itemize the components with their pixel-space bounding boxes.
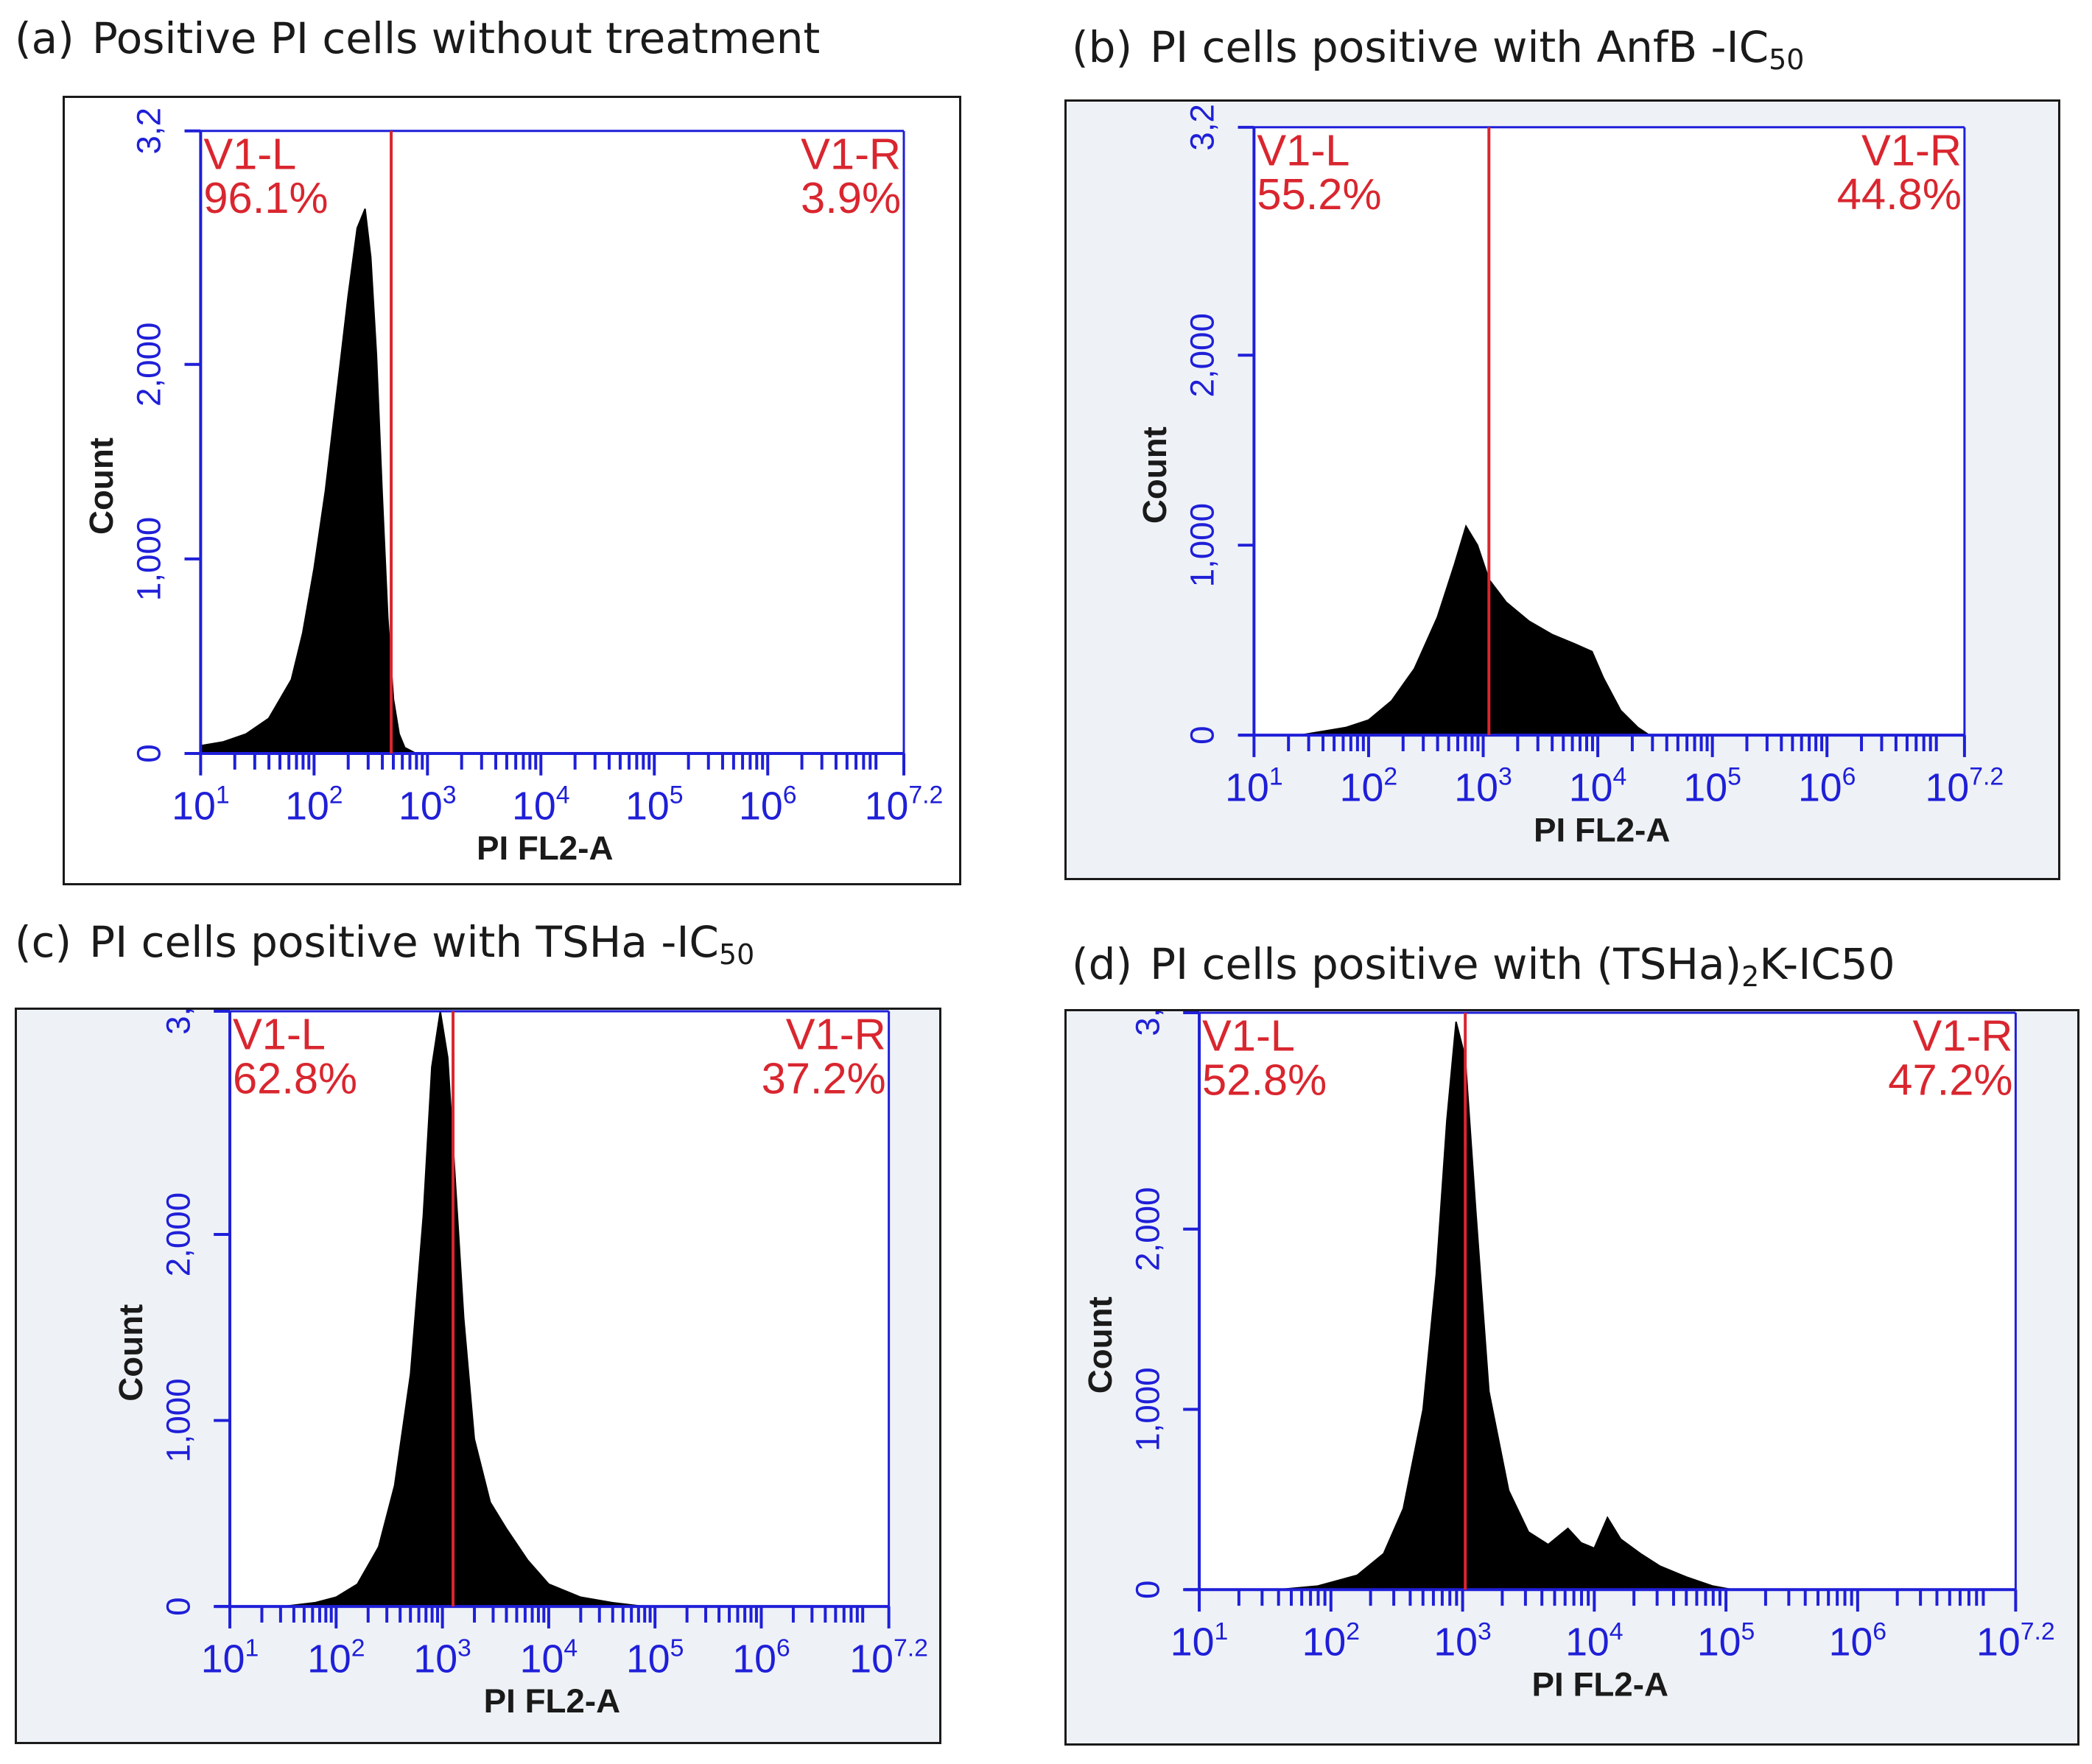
panel-letter: (b) bbox=[1072, 22, 1133, 72]
gate-right-percent: 47.2% bbox=[1888, 1055, 2012, 1104]
x-tick-label: 101 bbox=[172, 781, 230, 829]
gate-right-percent: 44.8% bbox=[1837, 169, 1962, 219]
gate-left-label: V1-L bbox=[1202, 1011, 1295, 1061]
y-tick-label: 3,2 bbox=[1184, 104, 1221, 151]
x-tick-label: 102 bbox=[1340, 763, 1398, 810]
histogram-area bbox=[1278, 1021, 1733, 1591]
panel-b-frame: 101 102 103 104 105 106 107.2 0 1,000 2,000 3,2 Cou… bbox=[1064, 99, 2060, 880]
panel-c-frame: 101 102 103 104 105 106 107.2 0 1,000 2,000 3,2 Cou… bbox=[15, 1008, 941, 1744]
plot-area bbox=[1254, 127, 1965, 736]
x-tick-label: 106 bbox=[732, 1634, 790, 1682]
x-tick-label: 104 bbox=[520, 1634, 578, 1682]
x-axis-label: PI FL2-A bbox=[477, 829, 613, 867]
panel-letter: (c) bbox=[15, 917, 72, 967]
x-tick-label: 104 bbox=[1569, 763, 1627, 810]
histogram-chart-a: 101 102 103 104 105 106 107.2 0 1,000 2,000 3,2 Cou… bbox=[83, 108, 944, 867]
x-tick-label: 104 bbox=[1565, 1617, 1623, 1665]
panel-title-subscript: 50 bbox=[718, 938, 755, 971]
histogram-chart-d: 101 102 103 104 105 106 107.2 0 1,000 2,000 3,2 Cou… bbox=[1081, 1011, 2055, 1703]
x-tick-label: 103 bbox=[399, 781, 457, 829]
y-tick-label: 2,000 bbox=[159, 1192, 197, 1276]
y-tick-label: 0 bbox=[159, 1597, 197, 1615]
y-tick-label: 2,000 bbox=[1129, 1187, 1166, 1271]
gate-right-label: V1-R bbox=[801, 129, 901, 178]
panel-letter: (a) bbox=[15, 13, 74, 63]
gate-left-percent: 52.8% bbox=[1202, 1055, 1327, 1104]
y-tick-label: 0 bbox=[1129, 1581, 1166, 1599]
panel-d-frame: 101 102 103 104 105 106 107.2 0 1,000 2,000 3,2 Cou… bbox=[1064, 1009, 2079, 1746]
x-axis-label: PI FL2-A bbox=[1534, 811, 1670, 848]
gate-right-label: V1-R bbox=[786, 1010, 886, 1059]
panel-title-text: Positive PI cells without treatment bbox=[91, 13, 821, 63]
gate-left-percent: 96.1% bbox=[203, 173, 328, 222]
panel-d-title: (d) PI cells positive with (TSHa)2K-IC50 bbox=[1072, 939, 1895, 993]
gate-left-label: V1-L bbox=[1257, 126, 1349, 175]
panel-title-tail: K-IC50 bbox=[1759, 939, 1895, 989]
y-tick-label: 1,000 bbox=[130, 517, 168, 601]
x-axis-label: PI FL2-A bbox=[1532, 1665, 1668, 1703]
panel-a-frame: 101 102 103 104 105 106 107.2 0 1,000 2,000 3,2 Cou… bbox=[63, 96, 961, 885]
x-tick-label: 101 bbox=[1225, 763, 1283, 810]
panel-title-text: PI cells positive with (TSHa) bbox=[1150, 939, 1742, 989]
x-tick-label: 107.2 bbox=[1976, 1617, 2055, 1665]
histogram-chart-c: 101 102 103 104 105 106 107.2 0 1,000 2,000 3,2 Cou… bbox=[112, 1010, 928, 1720]
x-tick-label: 103 bbox=[413, 1634, 471, 1682]
plot-area bbox=[230, 1011, 889, 1607]
y-tick-label: 0 bbox=[1184, 725, 1221, 744]
x-tick-label: 107.2 bbox=[1926, 763, 2004, 810]
x-axis-label: PI FL2-A bbox=[484, 1682, 620, 1720]
y-axis-label: Count bbox=[83, 438, 120, 535]
x-tick-label: 106 bbox=[1829, 1617, 1886, 1665]
y-axis-label: Count bbox=[1136, 426, 1173, 524]
x-tick-label: 101 bbox=[1170, 1617, 1228, 1665]
plot-area bbox=[1199, 1012, 2016, 1590]
gate-right-label: V1-R bbox=[1913, 1011, 2013, 1061]
y-tick-label: 1,000 bbox=[1184, 503, 1221, 587]
x-tick-label: 102 bbox=[307, 1634, 365, 1682]
x-tick-label: 105 bbox=[1697, 1617, 1755, 1665]
x-tick-label: 103 bbox=[1454, 763, 1512, 810]
gate-right-percent: 3.9% bbox=[801, 173, 901, 222]
x-tick-label: 105 bbox=[625, 781, 684, 829]
y-tick-label: 2,000 bbox=[1184, 313, 1221, 397]
x-tick-label: 106 bbox=[739, 781, 797, 829]
panel-b-title: (b) PI cells positive with AnfB -IC50 bbox=[1072, 22, 1804, 76]
x-tick-label: 101 bbox=[201, 1634, 259, 1682]
x-tick-label: 106 bbox=[1798, 763, 1856, 810]
x-tick-label: 105 bbox=[1683, 763, 1741, 810]
panel-title-text: PI cells positive with AnfB -IC bbox=[1150, 22, 1769, 72]
y-tick-label: 3,2 bbox=[1129, 1011, 1166, 1036]
histogram-area bbox=[200, 208, 417, 754]
gate-left-label: V1-L bbox=[203, 129, 296, 178]
panel-title-subscript: 50 bbox=[1769, 43, 1805, 76]
y-axis-label: Count bbox=[112, 1304, 150, 1402]
panel-title-text: PI cells positive with TSHa -IC bbox=[89, 917, 719, 967]
gate-left-label: V1-L bbox=[233, 1010, 326, 1059]
y-tick-label: 3,2 bbox=[130, 108, 168, 155]
panel-title-subscript: 2 bbox=[1741, 960, 1760, 993]
panel-c-title: (c) PI cells positive with TSHa -IC50 bbox=[15, 917, 754, 971]
y-tick-label: 3,2 bbox=[159, 1010, 197, 1035]
panel-letter: (d) bbox=[1072, 939, 1133, 989]
gate-left-percent: 55.2% bbox=[1257, 169, 1381, 219]
x-tick-label: 107.2 bbox=[849, 1634, 928, 1682]
y-axis-label: Count bbox=[1081, 1296, 1119, 1394]
gate-right-percent: 37.2% bbox=[762, 1053, 886, 1103]
x-tick-label: 103 bbox=[1433, 1617, 1491, 1665]
panel-a-title: (a) Positive PI cells without treatment bbox=[15, 13, 820, 63]
x-tick-label: 104 bbox=[512, 781, 570, 829]
histogram-chart-b: 101 102 103 104 105 106 107.2 0 1,000 2,000 3,2 Cou… bbox=[1136, 104, 2004, 848]
gate-right-label: V1-R bbox=[1861, 126, 1962, 175]
histogram-area bbox=[283, 1011, 645, 1608]
y-tick-label: 0 bbox=[130, 744, 168, 762]
x-tick-label: 102 bbox=[285, 781, 343, 829]
x-tick-label: 107.2 bbox=[865, 781, 944, 829]
y-tick-label: 1,000 bbox=[1129, 1367, 1166, 1451]
gate-left-percent: 62.8% bbox=[233, 1053, 357, 1103]
x-tick-label: 102 bbox=[1302, 1617, 1360, 1665]
x-tick-label: 105 bbox=[626, 1634, 684, 1682]
y-tick-label: 1,000 bbox=[159, 1378, 197, 1462]
y-tick-label: 2,000 bbox=[130, 322, 168, 406]
